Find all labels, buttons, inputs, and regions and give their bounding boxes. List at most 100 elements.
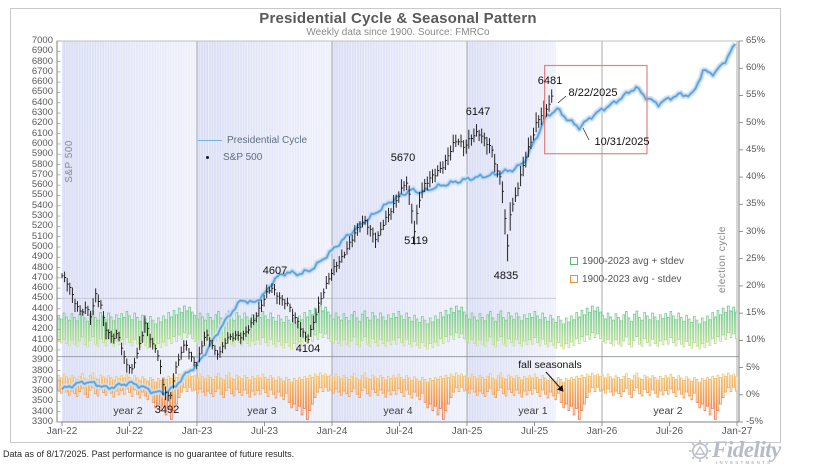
left-axis-tick: 4700 (31, 271, 53, 283)
left-axis-tick: 3800 (31, 364, 53, 376)
footnote: Data as of 8/17/2025. Past performance i… (3, 449, 295, 459)
right-axis-tick: 55% (746, 89, 766, 101)
right-axis-tick: -5% (746, 416, 763, 427)
legend-label: Presidential Cycle (227, 135, 308, 146)
green-square-swatch (570, 257, 578, 265)
annotation-5119: 5119 (404, 235, 428, 247)
right-axis-tick: 20% (746, 279, 766, 291)
x-axis-tick: Jan-24 (316, 426, 348, 437)
x-axis-tick: Jul-22 (115, 426, 144, 437)
left-axis-tick: 6800 (31, 55, 53, 67)
left-axis-tick: 5200 (31, 220, 53, 232)
fall-window-highlight-box (543, 64, 648, 155)
left-axis-tick: 5300 (31, 210, 53, 222)
cycle-year-label: year 4 (383, 405, 413, 417)
fidelity-sunburst-icon (689, 440, 711, 462)
actual-data-shading (57, 41, 556, 422)
seasonal-bars (57, 305, 738, 420)
legend-item-presidential-cycle: Presidential Cycle (198, 132, 307, 149)
right-axis-tick: 5% (746, 361, 760, 373)
cycle-line-swatch (198, 140, 222, 141)
annotation-fall-seasonals: fall seasonals (518, 359, 582, 371)
left-axis-tick: 4800 (31, 261, 53, 273)
left-axis-tick: 3600 (31, 385, 53, 397)
annotation-4835: 4835 (493, 270, 519, 282)
annotation-4104: 4104 (295, 343, 321, 355)
left-axis-tick: 4500 (31, 292, 53, 304)
cycle-year-label: year 2 (653, 405, 683, 417)
right-axis-tick: 50% (746, 116, 766, 128)
legend-label: S&P 500 (223, 152, 263, 163)
annotation-6481: 6481 (537, 75, 563, 87)
legend-seasonal: 1900-2023 avg + stdev 1900-2023 avg - st… (570, 252, 684, 288)
legend-item-sp500: S&P 500 (198, 149, 307, 166)
left-axis-tick: 5900 (31, 148, 53, 160)
left-axis-tick: 3300 (31, 416, 53, 427)
x-axis-tick: Jul-26 (655, 426, 684, 437)
left-axis-tick: 5100 (31, 230, 53, 242)
left-axis-tick: 6000 (31, 137, 53, 149)
right-axis-tick: 15% (746, 307, 766, 319)
left-axis-tick: 4600 (31, 282, 53, 294)
right-axis-tick: 25% (746, 252, 766, 264)
plot-frame (56, 40, 743, 426)
x-axis-tick: Jan-23 (181, 426, 213, 437)
annotation-6147: 6147 (465, 106, 491, 118)
left-axis-tick: 6300 (31, 107, 53, 119)
cycle-year-label: year 3 (247, 405, 277, 417)
right-axis-tick: 40% (746, 171, 766, 183)
left-axis-tick: 7000 (31, 35, 53, 46)
left-axis-tick: 4300 (31, 313, 53, 325)
right-axis-tick: 60% (746, 62, 766, 74)
left-axis-tick: 5500 (31, 189, 53, 201)
sp500-dot-swatch (206, 156, 209, 159)
x-axis-tick: Jan-26 (586, 426, 618, 437)
right-axis-tick: 45% (746, 143, 766, 155)
x-axis-tick: Jul-25 (520, 426, 549, 437)
reference-lines (57, 41, 739, 422)
left-axis-tick: 3400 (31, 405, 53, 417)
sp500-series (61, 89, 554, 402)
right-axis-tick: 65% (746, 35, 766, 46)
cycle-year-label: year 1 (518, 405, 548, 417)
left-axis-tick: 6200 (31, 117, 53, 129)
left-axis-tick: 4100 (31, 333, 53, 345)
left-axis-tick: 5600 (31, 179, 53, 191)
left-axis-tick: 6600 (31, 76, 53, 88)
right-axis-tick: 0% (746, 388, 760, 400)
right-axis-tick: 30% (746, 225, 766, 237)
annotation-8-22-2025: 8/22/2025 (568, 87, 618, 99)
annotation-10-31-2025: 10/31/2025 (594, 136, 650, 148)
x-axis-tick: Jul-23 (250, 426, 279, 437)
left-axis-tick: 5700 (31, 168, 53, 180)
left-axis-tick: 3500 (31, 395, 53, 407)
fidelity-wordmark: Fidelity (712, 437, 781, 462)
fidelity-investments-text: INVESTMENTS (716, 460, 773, 465)
cycle-year-label: year 2 (113, 405, 143, 417)
left-axis-tick: 4000 (31, 343, 53, 355)
x-axis-tick: Jan-22 (46, 426, 78, 437)
annotation-5670: 5670 (390, 152, 416, 164)
x-axis-tick: Jan-25 (451, 426, 483, 437)
left-axis-tick: 4900 (31, 251, 53, 263)
left-axis-tick: 4400 (31, 302, 53, 314)
orange-square-swatch (570, 275, 578, 283)
legend-label: 1900-2023 avg - stdev (582, 273, 682, 285)
right-axis-title: election cycle (717, 226, 728, 294)
x-axis-tick: Jul-24 (385, 426, 414, 437)
left-axis-tick: 6700 (31, 65, 53, 77)
legend-label: 1900-2023 avg + stdev (582, 255, 685, 267)
right-axis-tick: 10% (746, 334, 766, 346)
x-axis-tick: Jan-27 (721, 426, 753, 437)
left-axis-tick: 5400 (31, 199, 53, 211)
chart-subtitle: Weekly data since 1900. Source: FMRCo (306, 27, 490, 38)
left-axis-tick: 6100 (31, 127, 53, 139)
left-axis-tick: 6900 (31, 45, 53, 57)
annotation-4607: 4607 (262, 265, 288, 277)
legend-cycle: Presidential Cycle S&P 500 (198, 132, 307, 166)
left-axis-tick: 5000 (31, 240, 53, 252)
left-axis-tick: 4200 (31, 323, 53, 335)
left-axis-title: S&P 500 (64, 140, 75, 183)
annotation-leaders (545, 95, 590, 392)
